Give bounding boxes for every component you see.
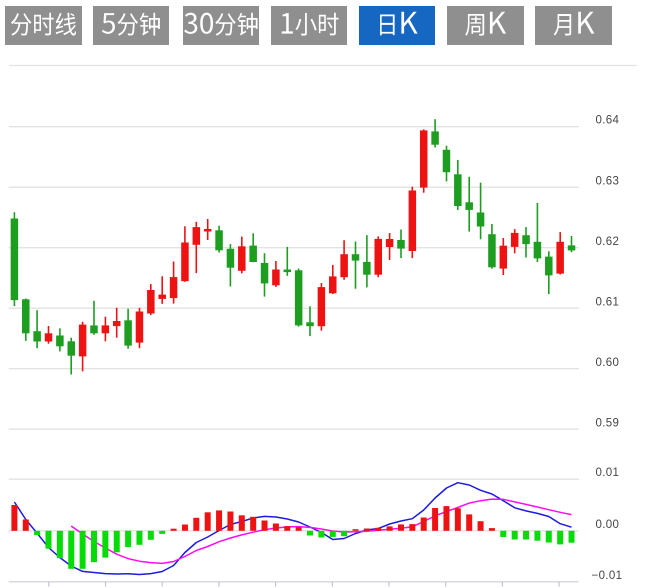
svg-text:0.63: 0.63 (596, 175, 620, 187)
svg-text:0.62: 0.62 (596, 236, 620, 248)
svg-text:0.61: 0.61 (596, 296, 620, 308)
svg-text:−0.01: −0.01 (592, 570, 623, 582)
svg-text:0.00: 0.00 (596, 519, 620, 531)
svg-text:0.01: 0.01 (596, 467, 620, 479)
svg-text:0.64: 0.64 (596, 115, 620, 127)
svg-text:0.59: 0.59 (596, 418, 620, 430)
svg-text:0.60: 0.60 (596, 357, 620, 369)
